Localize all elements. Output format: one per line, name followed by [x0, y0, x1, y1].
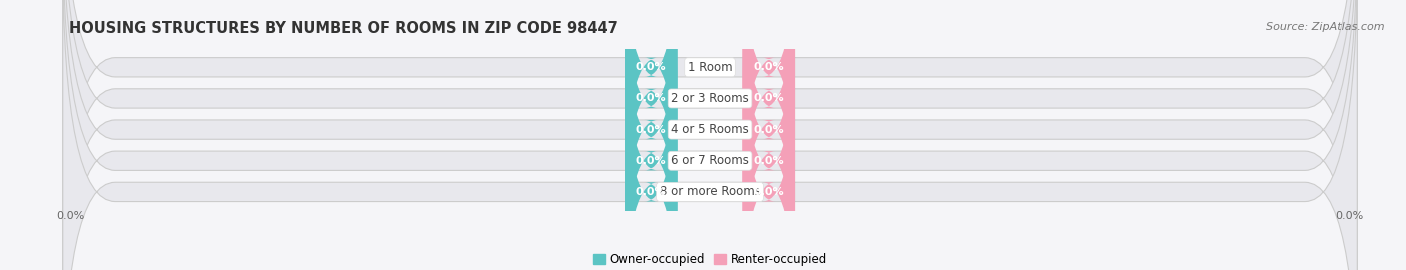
- FancyBboxPatch shape: [626, 15, 678, 270]
- Text: 6 or 7 Rooms: 6 or 7 Rooms: [671, 154, 749, 167]
- FancyBboxPatch shape: [63, 0, 1357, 270]
- FancyBboxPatch shape: [742, 0, 794, 245]
- Text: 0.0%: 0.0%: [636, 93, 666, 103]
- Text: Source: ZipAtlas.com: Source: ZipAtlas.com: [1267, 22, 1385, 32]
- FancyBboxPatch shape: [626, 0, 678, 245]
- Text: 0.0%: 0.0%: [636, 187, 666, 197]
- Text: 0.0%: 0.0%: [636, 62, 666, 72]
- Text: 0.0%: 0.0%: [754, 156, 785, 166]
- FancyBboxPatch shape: [63, 0, 1357, 270]
- Legend: Owner-occupied, Renter-occupied: Owner-occupied, Renter-occupied: [593, 253, 827, 266]
- FancyBboxPatch shape: [626, 0, 678, 213]
- Text: 0.0%: 0.0%: [636, 124, 666, 135]
- Text: 0.0%: 0.0%: [56, 211, 84, 221]
- Text: 0.0%: 0.0%: [754, 93, 785, 103]
- Text: 2 or 3 Rooms: 2 or 3 Rooms: [671, 92, 749, 105]
- FancyBboxPatch shape: [742, 0, 794, 270]
- FancyBboxPatch shape: [63, 0, 1357, 270]
- Text: HOUSING STRUCTURES BY NUMBER OF ROOMS IN ZIP CODE 98447: HOUSING STRUCTURES BY NUMBER OF ROOMS IN…: [69, 21, 619, 36]
- Text: 0.0%: 0.0%: [754, 124, 785, 135]
- FancyBboxPatch shape: [742, 0, 794, 213]
- FancyBboxPatch shape: [63, 0, 1357, 270]
- Text: 0.0%: 0.0%: [754, 62, 785, 72]
- Text: 8 or more Rooms: 8 or more Rooms: [659, 185, 761, 198]
- FancyBboxPatch shape: [626, 46, 678, 270]
- Text: 4 or 5 Rooms: 4 or 5 Rooms: [671, 123, 749, 136]
- Text: 0.0%: 0.0%: [754, 187, 785, 197]
- Text: 0.0%: 0.0%: [636, 156, 666, 166]
- Text: 0.0%: 0.0%: [1336, 211, 1364, 221]
- FancyBboxPatch shape: [626, 0, 678, 270]
- FancyBboxPatch shape: [63, 0, 1357, 270]
- FancyBboxPatch shape: [742, 15, 794, 270]
- FancyBboxPatch shape: [742, 46, 794, 270]
- Text: 1 Room: 1 Room: [688, 61, 733, 74]
